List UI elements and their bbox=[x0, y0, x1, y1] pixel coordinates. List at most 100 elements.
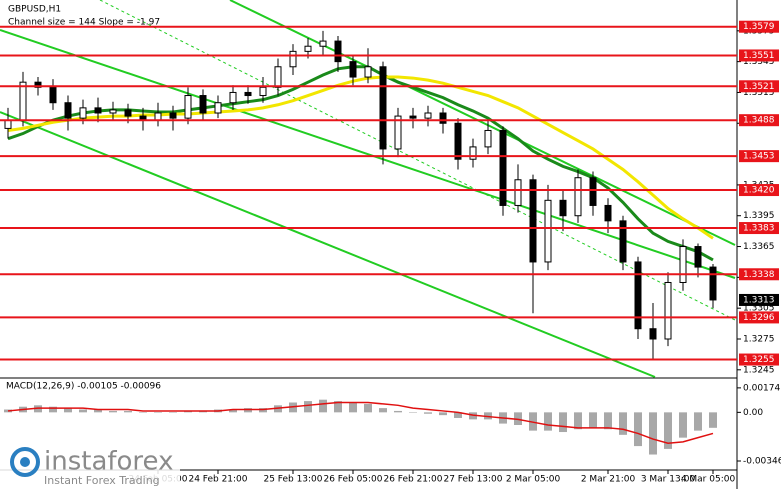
macd-bar bbox=[454, 412, 462, 418]
candle-body bbox=[364, 66, 372, 78]
candle-body bbox=[454, 122, 462, 160]
macd-bar bbox=[634, 412, 642, 447]
macd-bar bbox=[319, 399, 327, 413]
y-tick-label: 1.3395 bbox=[743, 211, 775, 221]
brand-tagline: Instant Forex Trading bbox=[44, 474, 160, 487]
level-label: 1.3338 bbox=[743, 270, 775, 280]
brand-name: instaforex bbox=[44, 447, 173, 477]
macd-title: MACD(12,26,9) -0.00105 -0.00096 bbox=[6, 382, 161, 392]
y-tick-label: 1.3365 bbox=[743, 242, 775, 252]
candle-body bbox=[289, 50, 297, 68]
macd-bar bbox=[694, 412, 702, 431]
x-tick-label: 2 Mar 05:00 bbox=[506, 475, 561, 485]
macd-bar bbox=[154, 412, 162, 413]
level-label-bg bbox=[739, 222, 779, 235]
candle-body bbox=[124, 109, 132, 117]
macd-bar bbox=[409, 412, 417, 413]
last-price-label: 1.3313 bbox=[743, 295, 775, 305]
x-tick-label: 26 Feb 21:00 bbox=[383, 475, 442, 485]
level-label: 1.3551 bbox=[743, 51, 775, 61]
chart-title: GBPUSD,H1 bbox=[8, 5, 61, 15]
logo-icon bbox=[10, 447, 40, 477]
candle-body bbox=[169, 112, 177, 119]
macd-bar bbox=[664, 412, 672, 449]
level-label: 1.3420 bbox=[743, 186, 775, 196]
level-label-bg bbox=[739, 150, 779, 163]
y-tick-label: 0.00174 bbox=[743, 383, 780, 393]
candle-body bbox=[229, 91, 237, 104]
candle-body bbox=[574, 177, 582, 217]
candle-body bbox=[349, 61, 357, 78]
candle-body bbox=[694, 246, 702, 268]
channel-line bbox=[229, 0, 736, 246]
candle-body bbox=[49, 86, 57, 104]
macd-bar bbox=[394, 410, 402, 413]
y-tick-label: 1.3275 bbox=[743, 334, 775, 344]
candle-body bbox=[109, 109, 117, 114]
candle-body bbox=[439, 112, 447, 124]
candle-body bbox=[244, 91, 252, 97]
y-tick-label: -0.00346 bbox=[743, 457, 781, 467]
macd-bar bbox=[349, 402, 357, 413]
macd-bar bbox=[604, 412, 612, 430]
level-label: 1.3521 bbox=[743, 82, 775, 92]
channel-mid bbox=[99, 0, 736, 321]
macd-bar bbox=[649, 412, 657, 455]
candle-body bbox=[319, 40, 327, 47]
candle-body bbox=[184, 95, 192, 119]
candle-body bbox=[424, 112, 432, 119]
candle-body bbox=[634, 261, 642, 330]
level-label-bg bbox=[739, 184, 779, 197]
x-tick-label: 26 Feb 05:00 bbox=[323, 475, 382, 485]
y-tick-label: 1.3305 bbox=[743, 304, 775, 314]
candle-body bbox=[484, 129, 492, 148]
x-tick-label: 4 Mar 05:00 bbox=[681, 475, 736, 485]
candle-body bbox=[679, 246, 687, 283]
macd-bar bbox=[169, 412, 177, 413]
candle-body bbox=[619, 220, 627, 263]
candle-body bbox=[394, 115, 402, 150]
y-tick-label: 1.3545 bbox=[743, 57, 775, 67]
candle-body bbox=[709, 266, 717, 301]
macd-bar bbox=[589, 412, 597, 428]
macd-bar bbox=[379, 408, 387, 413]
candle-body bbox=[499, 129, 507, 206]
macd-bar bbox=[619, 412, 627, 435]
level-label: 1.3488 bbox=[743, 116, 775, 126]
candle-body bbox=[379, 66, 387, 150]
level-label: 1.3296 bbox=[743, 313, 775, 323]
level-label-bg bbox=[739, 114, 779, 127]
macd-bar bbox=[229, 409, 237, 413]
macd-bar bbox=[574, 412, 582, 430]
macd-bar bbox=[94, 409, 102, 413]
level-label: 1.3453 bbox=[743, 152, 775, 162]
candle-body bbox=[64, 102, 72, 119]
chart-subtitle: Channel size = 144 Slope = -1.97 bbox=[8, 18, 160, 28]
candle-body bbox=[409, 115, 417, 119]
macd-bar bbox=[709, 412, 717, 428]
level-label: 1.3579 bbox=[743, 22, 775, 32]
candle-body bbox=[559, 199, 567, 217]
candle-body bbox=[469, 146, 477, 160]
macd-bar bbox=[334, 401, 342, 413]
candle-body bbox=[34, 81, 42, 88]
macd-bar bbox=[364, 403, 372, 413]
channel-line bbox=[0, 29, 736, 279]
macd-bar bbox=[49, 406, 57, 413]
macd-signal bbox=[7, 401, 714, 445]
brand-logo: instaforex Instant Forex Trading bbox=[0, 443, 180, 489]
logo-icon bbox=[20, 457, 30, 467]
candle-body bbox=[274, 66, 282, 88]
macd-bar bbox=[424, 412, 432, 414]
macd-bar bbox=[304, 401, 312, 413]
macd-bar bbox=[544, 412, 552, 431]
x-tick-label: 27 Feb 13:00 bbox=[443, 475, 502, 485]
candle-body bbox=[4, 119, 12, 129]
macd-bar bbox=[124, 410, 132, 413]
level-label-bg bbox=[739, 49, 779, 62]
macd-bar bbox=[64, 408, 72, 413]
x-tick-label: 25 Feb 13:00 bbox=[263, 475, 322, 485]
candle-body bbox=[79, 107, 87, 119]
